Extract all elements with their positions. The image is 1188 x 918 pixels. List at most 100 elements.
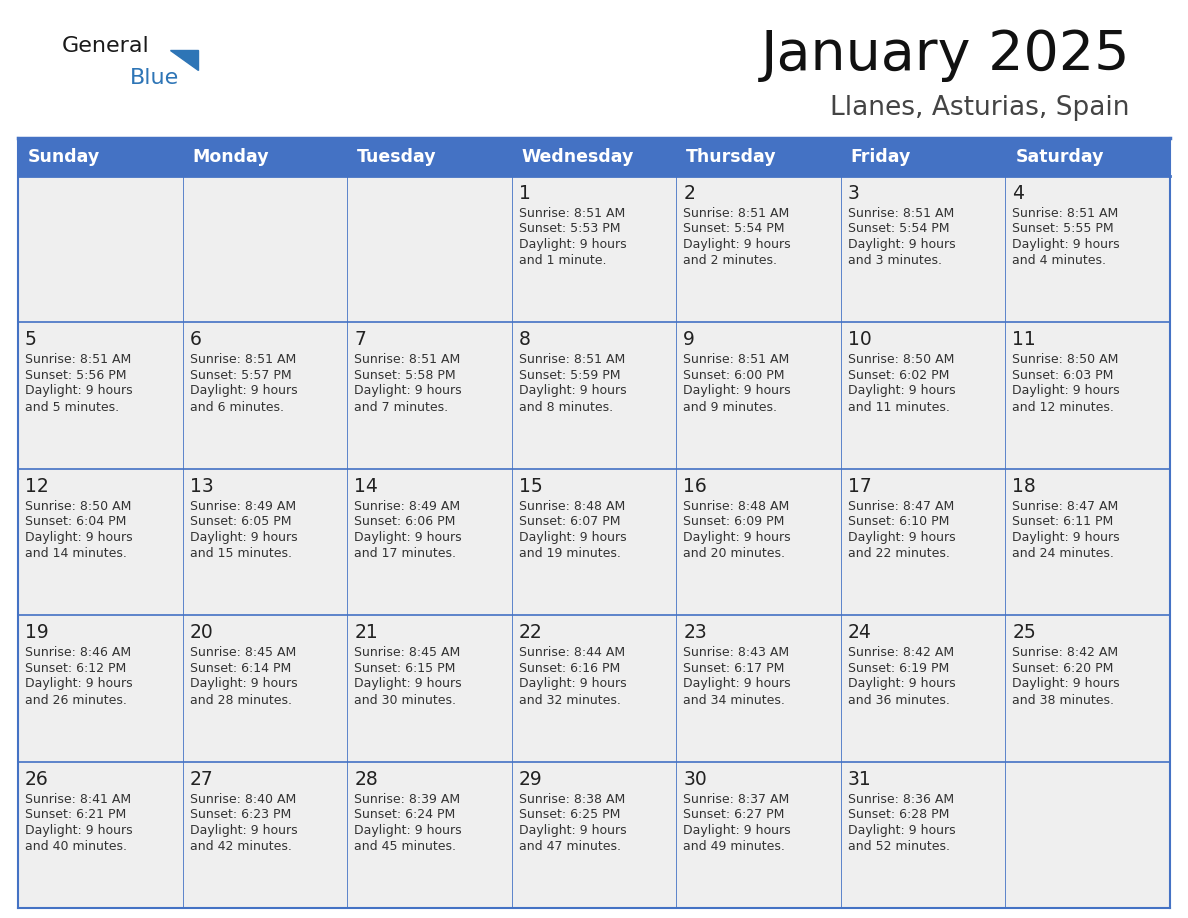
- Bar: [512, 762, 676, 908]
- Text: Sunset: 6:17 PM: Sunset: 6:17 PM: [683, 662, 784, 675]
- Text: 30: 30: [683, 769, 707, 789]
- Text: 9: 9: [683, 330, 695, 350]
- Bar: [676, 322, 841, 469]
- Text: Daylight: 9 hours
and 26 minutes.: Daylight: 9 hours and 26 minutes.: [25, 677, 133, 707]
- Text: Sunset: 6:12 PM: Sunset: 6:12 PM: [25, 662, 126, 675]
- Bar: [183, 322, 347, 469]
- Text: Sunrise: 8:43 AM: Sunrise: 8:43 AM: [683, 646, 789, 659]
- Text: Sunset: 5:54 PM: Sunset: 5:54 PM: [848, 222, 949, 236]
- Text: Daylight: 9 hours
and 20 minutes.: Daylight: 9 hours and 20 minutes.: [683, 531, 791, 560]
- Text: Daylight: 9 hours
and 19 minutes.: Daylight: 9 hours and 19 minutes.: [519, 531, 626, 560]
- Text: 28: 28: [354, 769, 378, 789]
- Text: Daylight: 9 hours
and 11 minutes.: Daylight: 9 hours and 11 minutes.: [848, 385, 955, 414]
- Text: Sunset: 6:20 PM: Sunset: 6:20 PM: [1012, 662, 1114, 675]
- Text: Daylight: 9 hours
and 32 minutes.: Daylight: 9 hours and 32 minutes.: [519, 677, 626, 707]
- Bar: [512, 322, 676, 469]
- Text: Sunrise: 8:49 AM: Sunrise: 8:49 AM: [354, 499, 460, 513]
- Text: Sunset: 6:19 PM: Sunset: 6:19 PM: [848, 662, 949, 675]
- Text: 21: 21: [354, 623, 378, 643]
- Text: 24: 24: [848, 623, 872, 643]
- Text: Daylight: 9 hours
and 52 minutes.: Daylight: 9 hours and 52 minutes.: [848, 823, 955, 853]
- Text: 19: 19: [25, 623, 49, 643]
- Bar: [841, 138, 1005, 176]
- Bar: [1005, 138, 1170, 176]
- Text: Sunset: 6:10 PM: Sunset: 6:10 PM: [848, 515, 949, 528]
- Text: 29: 29: [519, 769, 543, 789]
- Text: Sunrise: 8:47 AM: Sunrise: 8:47 AM: [848, 499, 954, 513]
- Text: January 2025: January 2025: [760, 28, 1130, 82]
- Text: Sunrise: 8:48 AM: Sunrise: 8:48 AM: [519, 499, 625, 513]
- Text: 10: 10: [848, 330, 872, 350]
- Text: Sunrise: 8:47 AM: Sunrise: 8:47 AM: [1012, 499, 1119, 513]
- Text: Daylight: 9 hours
and 42 minutes.: Daylight: 9 hours and 42 minutes.: [190, 823, 297, 853]
- Text: 15: 15: [519, 476, 543, 496]
- Text: 20: 20: [190, 623, 214, 643]
- Text: Sunset: 6:04 PM: Sunset: 6:04 PM: [25, 515, 126, 528]
- Text: Blue: Blue: [129, 68, 179, 88]
- Text: 8: 8: [519, 330, 531, 350]
- Text: Sunrise: 8:51 AM: Sunrise: 8:51 AM: [519, 353, 625, 366]
- Text: Sunset: 6:02 PM: Sunset: 6:02 PM: [848, 369, 949, 382]
- Text: Daylight: 9 hours
and 15 minutes.: Daylight: 9 hours and 15 minutes.: [190, 531, 297, 560]
- Text: Monday: Monday: [192, 148, 268, 166]
- Bar: [347, 469, 512, 615]
- Bar: [18, 469, 183, 615]
- Bar: [512, 138, 676, 176]
- Text: Sunrise: 8:39 AM: Sunrise: 8:39 AM: [354, 792, 460, 806]
- Text: 14: 14: [354, 476, 378, 496]
- Text: Sunset: 6:21 PM: Sunset: 6:21 PM: [25, 808, 126, 821]
- Text: Sunset: 6:24 PM: Sunset: 6:24 PM: [354, 808, 455, 821]
- Text: 13: 13: [190, 476, 214, 496]
- Text: Sunrise: 8:42 AM: Sunrise: 8:42 AM: [1012, 646, 1119, 659]
- Text: Tuesday: Tuesday: [358, 148, 437, 166]
- Text: Daylight: 9 hours
and 14 minutes.: Daylight: 9 hours and 14 minutes.: [25, 531, 133, 560]
- Text: Daylight: 9 hours
and 36 minutes.: Daylight: 9 hours and 36 minutes.: [848, 677, 955, 707]
- Text: Sunset: 6:06 PM: Sunset: 6:06 PM: [354, 515, 455, 528]
- Bar: [183, 762, 347, 908]
- Text: Daylight: 9 hours
and 7 minutes.: Daylight: 9 hours and 7 minutes.: [354, 385, 462, 414]
- Text: Sunset: 6:16 PM: Sunset: 6:16 PM: [519, 662, 620, 675]
- Text: Sunrise: 8:50 AM: Sunrise: 8:50 AM: [25, 499, 132, 513]
- Bar: [183, 469, 347, 615]
- Polygon shape: [170, 50, 198, 70]
- Text: Daylight: 9 hours
and 2 minutes.: Daylight: 9 hours and 2 minutes.: [683, 238, 791, 267]
- Text: Sunrise: 8:37 AM: Sunrise: 8:37 AM: [683, 792, 790, 806]
- Bar: [1005, 176, 1170, 322]
- Text: Sunrise: 8:50 AM: Sunrise: 8:50 AM: [848, 353, 954, 366]
- Text: Daylight: 9 hours
and 22 minutes.: Daylight: 9 hours and 22 minutes.: [848, 531, 955, 560]
- Text: Wednesday: Wednesday: [522, 148, 634, 166]
- Text: 27: 27: [190, 769, 214, 789]
- Bar: [512, 469, 676, 615]
- Text: Daylight: 9 hours
and 34 minutes.: Daylight: 9 hours and 34 minutes.: [683, 677, 791, 707]
- Bar: [512, 176, 676, 322]
- Text: Sunrise: 8:38 AM: Sunrise: 8:38 AM: [519, 792, 625, 806]
- Text: 18: 18: [1012, 476, 1036, 496]
- Text: Sunset: 6:28 PM: Sunset: 6:28 PM: [848, 808, 949, 821]
- Text: Sunset: 6:09 PM: Sunset: 6:09 PM: [683, 515, 784, 528]
- Text: Sunset: 5:56 PM: Sunset: 5:56 PM: [25, 369, 126, 382]
- Bar: [183, 138, 347, 176]
- Text: Sunrise: 8:51 AM: Sunrise: 8:51 AM: [25, 353, 131, 366]
- Bar: [18, 138, 183, 176]
- Text: 25: 25: [1012, 623, 1036, 643]
- Bar: [1005, 762, 1170, 908]
- Text: Sunset: 6:25 PM: Sunset: 6:25 PM: [519, 808, 620, 821]
- Text: Daylight: 9 hours
and 8 minutes.: Daylight: 9 hours and 8 minutes.: [519, 385, 626, 414]
- Text: 22: 22: [519, 623, 543, 643]
- Text: Saturday: Saturday: [1016, 148, 1104, 166]
- Text: Daylight: 9 hours
and 4 minutes.: Daylight: 9 hours and 4 minutes.: [1012, 238, 1120, 267]
- Text: Sunset: 6:03 PM: Sunset: 6:03 PM: [1012, 369, 1114, 382]
- Text: Sunrise: 8:45 AM: Sunrise: 8:45 AM: [354, 646, 461, 659]
- Text: 4: 4: [1012, 184, 1024, 203]
- Bar: [676, 176, 841, 322]
- Text: Sunrise: 8:46 AM: Sunrise: 8:46 AM: [25, 646, 131, 659]
- Bar: [841, 762, 1005, 908]
- Text: Sunset: 5:59 PM: Sunset: 5:59 PM: [519, 369, 620, 382]
- Text: General: General: [62, 36, 150, 56]
- Text: Sunrise: 8:51 AM: Sunrise: 8:51 AM: [683, 207, 790, 220]
- Text: Daylight: 9 hours
and 40 minutes.: Daylight: 9 hours and 40 minutes.: [25, 823, 133, 853]
- Text: Sunrise: 8:51 AM: Sunrise: 8:51 AM: [354, 353, 461, 366]
- Text: Daylight: 9 hours
and 9 minutes.: Daylight: 9 hours and 9 minutes.: [683, 385, 791, 414]
- Text: Sunset: 5:55 PM: Sunset: 5:55 PM: [1012, 222, 1114, 236]
- Text: 17: 17: [848, 476, 872, 496]
